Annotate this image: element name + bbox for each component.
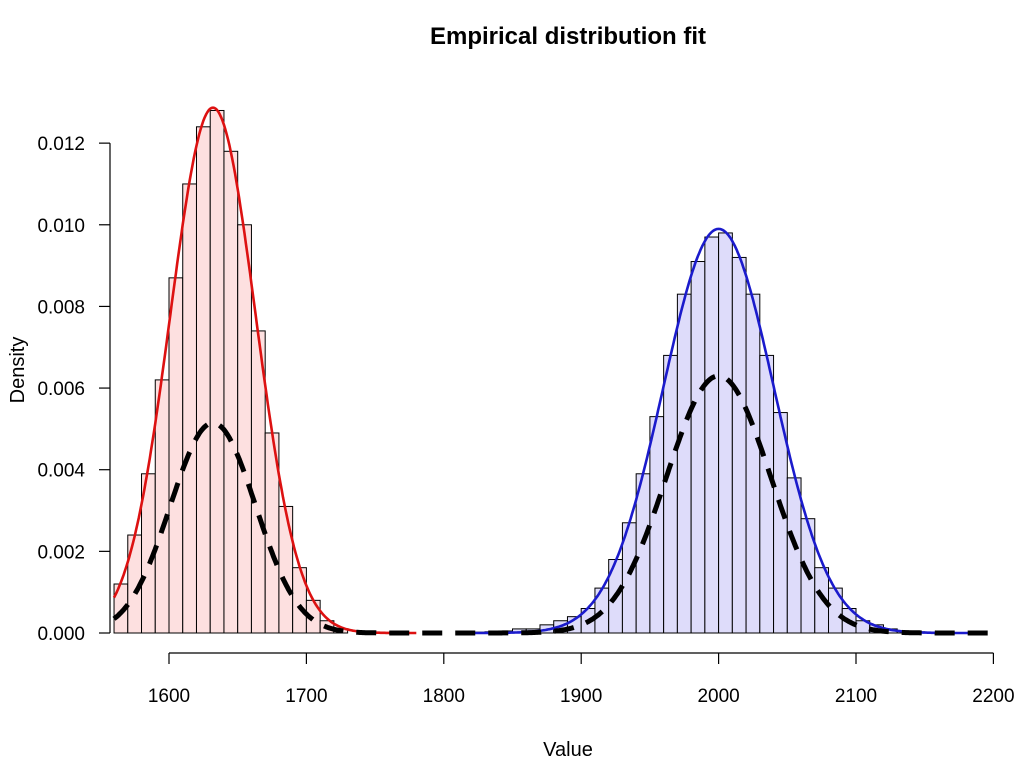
x-tick-label-1900: 1900 (560, 686, 602, 707)
histogram-bar-1-6 (182, 183, 197, 634)
histogram-bar-2-21 (745, 293, 761, 634)
histogram-bar-2-13 (635, 473, 651, 634)
x-tick-label-2000: 2000 (697, 686, 739, 707)
y-tick-label-0.002: 0.002 (37, 542, 85, 563)
x-axis: 1600 1700 1800 1900 2000 2100 2200 (148, 652, 1015, 707)
y-tick-label-0.004: 0.004 (37, 461, 85, 482)
x-axis-label: Value (543, 739, 593, 761)
y-tick-label-0.006: 0.006 (37, 379, 85, 400)
density-curves (112, 106, 995, 636)
histogram-bar-1-9 (223, 150, 239, 634)
normal-density-curve-2 (457, 227, 980, 635)
chart-title: Empirical distribution fit (430, 23, 706, 50)
histogram-bar-1-13 (278, 505, 294, 634)
histogram-bar-2-15 (663, 354, 678, 634)
mixture-density-curve (112, 373, 995, 636)
y-tick-label-0.012: 0.012 (37, 134, 85, 155)
histogram-bar-1-7 (195, 126, 211, 634)
x-tick-label-2200: 2200 (972, 686, 1014, 707)
y-axis-label: Density (7, 337, 29, 404)
histogram-bars (113, 109, 939, 634)
histogram-bar-2-14 (649, 416, 665, 634)
x-tick-label-2100: 2100 (835, 686, 877, 707)
y-tick-label-0.000: 0.000 (37, 624, 85, 645)
y-tick-label-0.010: 0.010 (37, 216, 85, 237)
histogram-bar-2-19 (718, 232, 733, 634)
histogram-bar-2-20 (731, 256, 747, 634)
histogram-bar-1-10 (237, 224, 252, 634)
histogram-bar-2-18 (704, 236, 720, 634)
y-axis: 0.000 0.002 0.004 0.006 0.008 0.010 0.012 (37, 134, 111, 645)
x-tick-label-1600: 1600 (148, 686, 190, 707)
histogram-bar-1-8 (209, 109, 225, 634)
histogram-bar-1-5 (168, 277, 184, 634)
x-tick-label-1700: 1700 (285, 686, 327, 707)
x-tick-label-1800: 1800 (423, 686, 465, 707)
y-tick-label-0.008: 0.008 (37, 297, 85, 318)
histogram-bar-2-23 (773, 412, 788, 634)
histogram-bar-2-22 (759, 354, 775, 634)
histogram-bar-2-16 (676, 293, 692, 634)
histogram-bar-2-17 (690, 261, 706, 634)
histogram-bar-2-24 (786, 477, 802, 634)
